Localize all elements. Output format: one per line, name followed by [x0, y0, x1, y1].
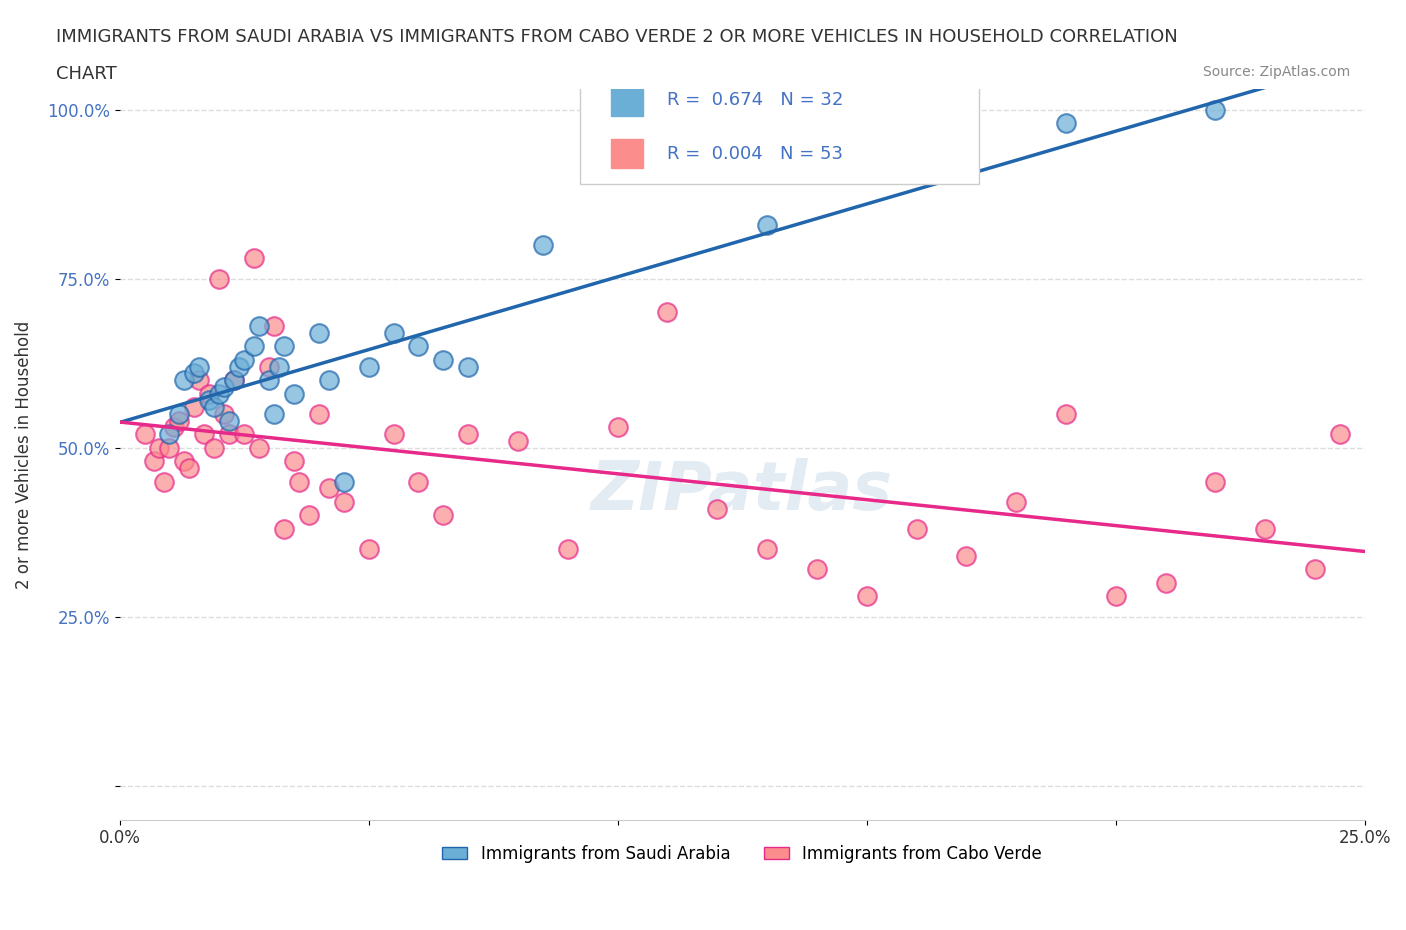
- Point: [198, 393, 221, 408]
- Point: [1303, 562, 1326, 577]
- Point: [212, 379, 235, 394]
- Bar: [612, 87, 643, 116]
- Text: R =  0.004   N = 53: R = 0.004 N = 53: [668, 145, 844, 163]
- Point: [228, 359, 250, 374]
- Point: [1054, 115, 1077, 130]
- Point: [457, 359, 479, 374]
- Legend: Immigrants from Saudi Arabia, Immigrants from Cabo Verde: Immigrants from Saudi Arabia, Immigrants…: [436, 838, 1049, 870]
- Point: [263, 319, 285, 334]
- Point: [202, 440, 225, 455]
- Text: Source: ZipAtlas.com: Source: ZipAtlas.com: [1202, 65, 1350, 79]
- Point: [173, 373, 195, 388]
- Point: [756, 218, 779, 232]
- Text: CHART: CHART: [56, 65, 117, 83]
- Point: [247, 319, 270, 334]
- Bar: [612, 140, 643, 168]
- Point: [657, 305, 679, 320]
- Point: [143, 454, 166, 469]
- FancyBboxPatch shape: [581, 74, 979, 184]
- Point: [233, 352, 256, 367]
- Point: [318, 481, 340, 496]
- Point: [157, 440, 180, 455]
- Point: [179, 460, 201, 475]
- Point: [318, 373, 340, 388]
- Point: [357, 541, 380, 556]
- Point: [432, 352, 454, 367]
- Y-axis label: 2 or more Vehicles in Household: 2 or more Vehicles in Household: [15, 320, 32, 589]
- Point: [283, 386, 305, 401]
- Point: [267, 359, 290, 374]
- Point: [218, 427, 240, 442]
- Point: [243, 339, 266, 353]
- Point: [173, 454, 195, 469]
- Point: [263, 406, 285, 421]
- Point: [408, 339, 430, 353]
- Text: R =  0.674   N = 32: R = 0.674 N = 32: [668, 91, 844, 110]
- Point: [134, 427, 156, 442]
- Point: [308, 326, 330, 340]
- Point: [531, 237, 554, 252]
- Point: [202, 400, 225, 415]
- Point: [1204, 102, 1226, 117]
- Point: [257, 373, 280, 388]
- Point: [1105, 589, 1128, 604]
- Point: [432, 508, 454, 523]
- Point: [188, 373, 211, 388]
- Point: [169, 406, 191, 421]
- Point: [169, 413, 191, 428]
- Point: [408, 474, 430, 489]
- Point: [198, 386, 221, 401]
- Text: ZIPatlas: ZIPatlas: [591, 458, 893, 524]
- Point: [218, 413, 240, 428]
- Text: IMMIGRANTS FROM SAUDI ARABIA VS IMMIGRANTS FROM CABO VERDE 2 OR MORE VEHICLES IN: IMMIGRANTS FROM SAUDI ARABIA VS IMMIGRAN…: [56, 28, 1178, 46]
- Point: [1054, 406, 1077, 421]
- Point: [208, 386, 231, 401]
- Point: [188, 359, 211, 374]
- Point: [163, 420, 186, 435]
- Point: [224, 373, 246, 388]
- Point: [308, 406, 330, 421]
- Point: [183, 365, 205, 380]
- Point: [1254, 522, 1277, 537]
- Point: [247, 440, 270, 455]
- Point: [756, 541, 779, 556]
- Point: [157, 427, 180, 442]
- Point: [557, 541, 579, 556]
- Point: [148, 440, 170, 455]
- Point: [457, 427, 479, 442]
- Point: [273, 339, 295, 353]
- Point: [357, 359, 380, 374]
- Point: [193, 427, 215, 442]
- Point: [382, 326, 405, 340]
- Point: [283, 454, 305, 469]
- Point: [332, 495, 354, 510]
- Point: [1329, 427, 1351, 442]
- Point: [806, 562, 828, 577]
- Point: [183, 400, 205, 415]
- Point: [208, 272, 231, 286]
- Point: [233, 427, 256, 442]
- Point: [212, 406, 235, 421]
- Point: [855, 589, 877, 604]
- Point: [224, 373, 246, 388]
- Point: [606, 420, 628, 435]
- Point: [298, 508, 321, 523]
- Point: [288, 474, 311, 489]
- Point: [257, 359, 280, 374]
- Point: [706, 501, 728, 516]
- Point: [506, 433, 529, 448]
- Point: [382, 427, 405, 442]
- Point: [273, 522, 295, 537]
- Point: [1005, 495, 1028, 510]
- Point: [905, 522, 928, 537]
- Point: [153, 474, 176, 489]
- Point: [1204, 474, 1226, 489]
- Point: [332, 474, 354, 489]
- Point: [955, 549, 977, 564]
- Point: [1154, 576, 1177, 591]
- Point: [243, 251, 266, 266]
